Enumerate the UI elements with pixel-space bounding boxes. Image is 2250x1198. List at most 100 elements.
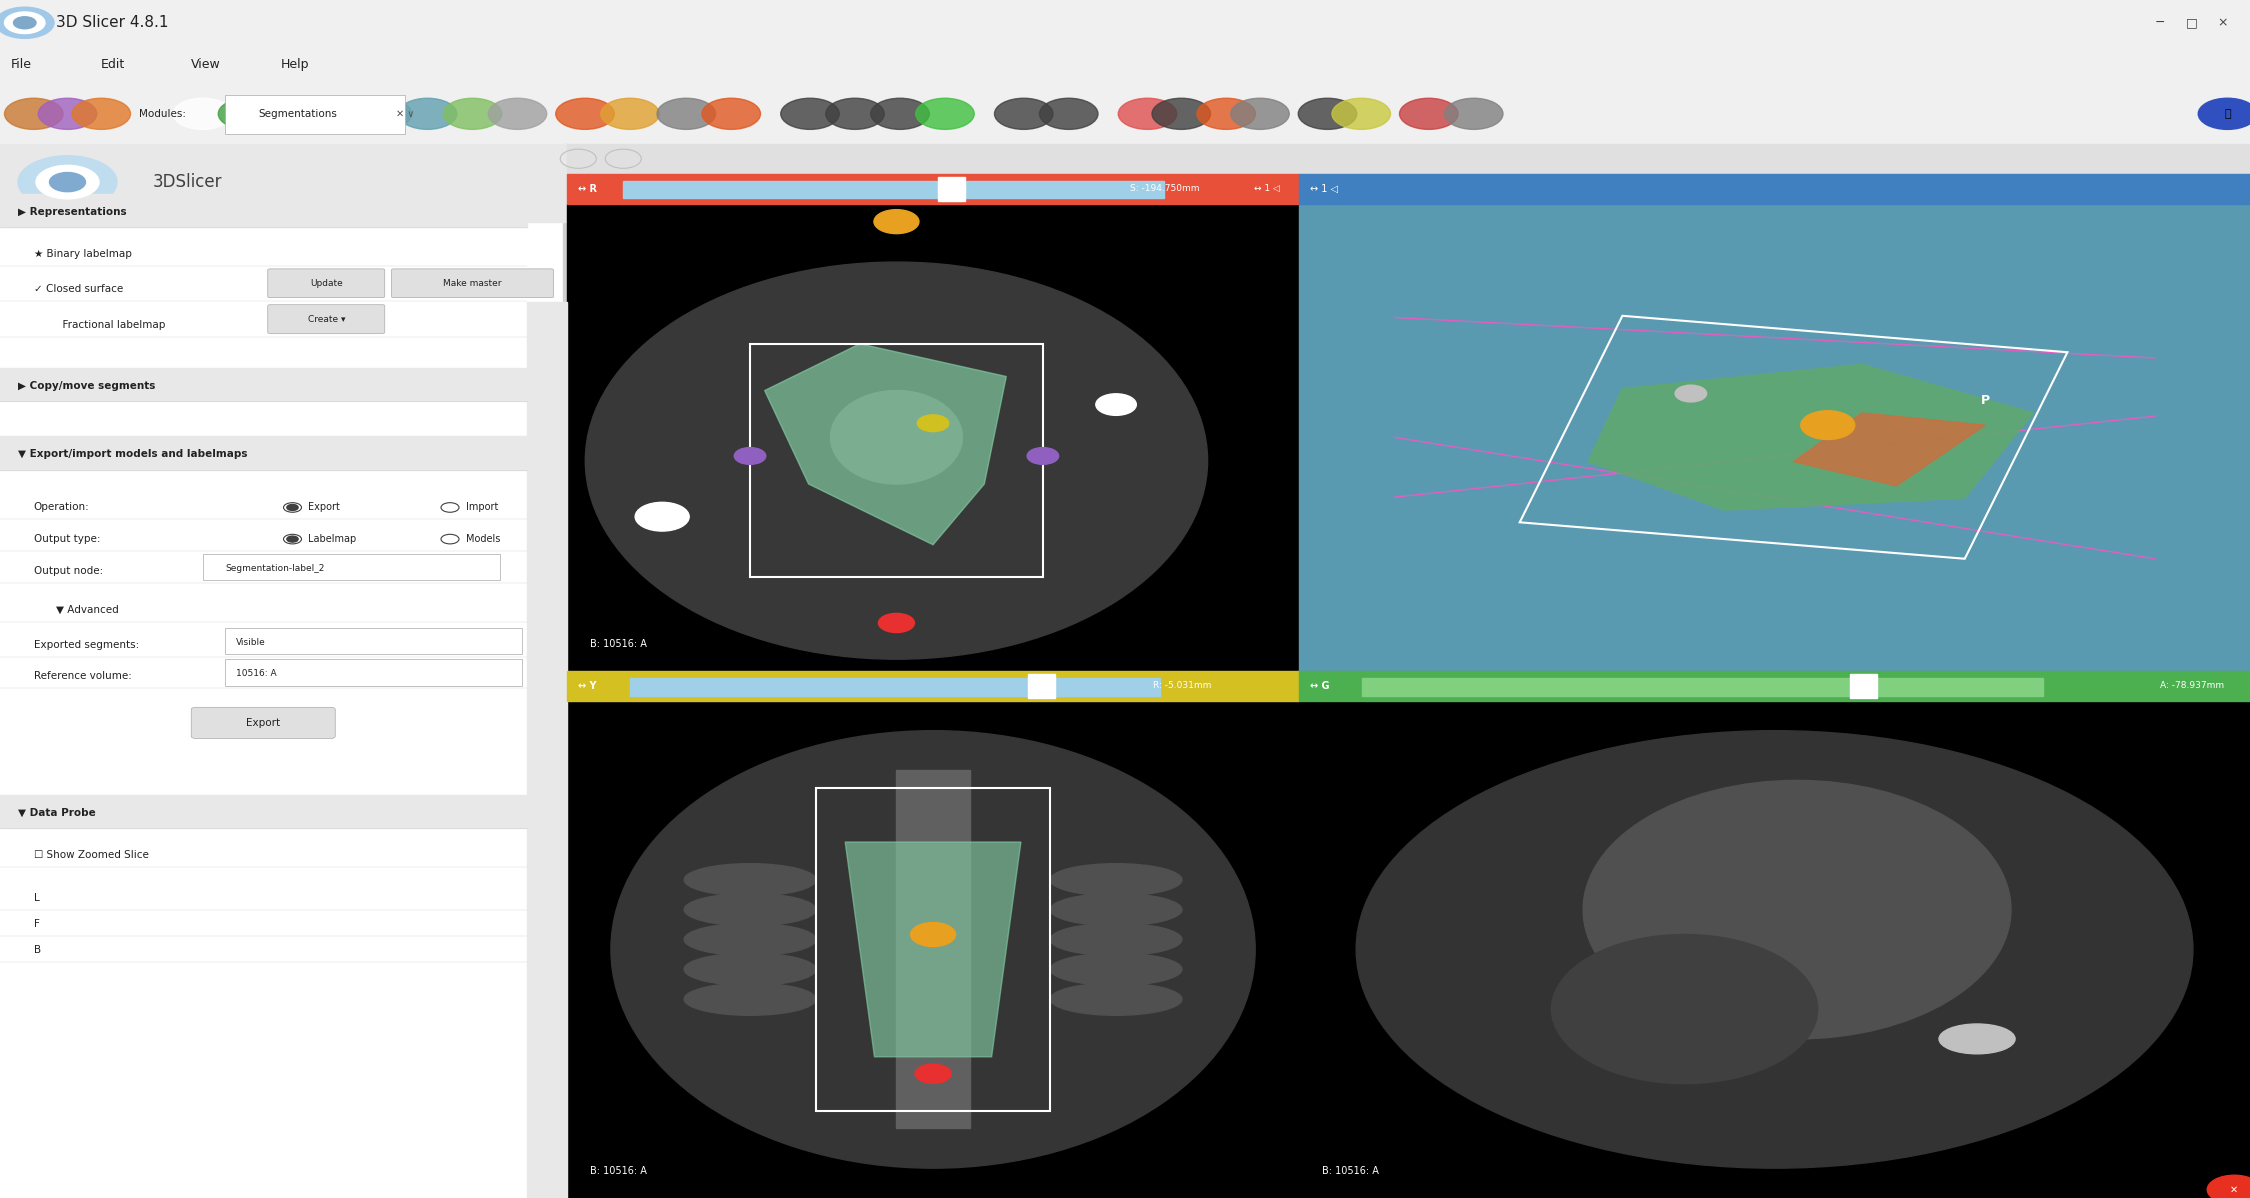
Text: ✕: ✕ — [2230, 1185, 2239, 1194]
Text: Update: Update — [310, 279, 342, 288]
Ellipse shape — [1051, 984, 1181, 1015]
Text: ★ Binary labelmap: ★ Binary labelmap — [34, 249, 130, 260]
Circle shape — [734, 448, 765, 465]
Bar — [749, 344, 1042, 577]
Text: B: B — [34, 945, 40, 955]
FancyBboxPatch shape — [191, 707, 335, 738]
Circle shape — [601, 98, 659, 129]
Text: ▶ Copy/move segments: ▶ Copy/move segments — [18, 381, 155, 391]
Bar — [567, 144, 2250, 174]
Circle shape — [488, 98, 547, 129]
Circle shape — [1197, 98, 1256, 129]
FancyBboxPatch shape — [268, 304, 385, 333]
Text: Labelmap: Labelmap — [308, 534, 356, 544]
Circle shape — [14, 17, 36, 29]
Text: Segmentations: Segmentations — [259, 109, 338, 119]
Circle shape — [873, 210, 918, 234]
Ellipse shape — [1051, 924, 1181, 956]
Bar — [896, 770, 970, 1129]
Circle shape — [1332, 98, 1390, 129]
Circle shape — [634, 502, 688, 531]
Circle shape — [1152, 98, 1210, 129]
Text: File: File — [11, 59, 32, 71]
Circle shape — [353, 98, 412, 129]
Circle shape — [657, 98, 716, 129]
Text: R: -5.031mm: R: -5.031mm — [1152, 682, 1210, 690]
Bar — [562, 144, 567, 1198]
Bar — [202, 553, 500, 580]
Circle shape — [878, 613, 914, 633]
Circle shape — [0, 7, 54, 38]
Text: 🐍: 🐍 — [2225, 109, 2230, 119]
Ellipse shape — [585, 262, 1208, 659]
Text: ↔ G: ↔ G — [1310, 680, 1330, 691]
Circle shape — [1400, 98, 1458, 129]
Bar — [0, 144, 567, 1198]
Text: Help: Help — [281, 59, 310, 71]
Circle shape — [916, 98, 974, 129]
Circle shape — [702, 98, 760, 129]
Circle shape — [1231, 98, 1289, 129]
Text: 3DSlicer: 3DSlicer — [153, 173, 223, 192]
Ellipse shape — [612, 731, 1256, 1168]
Text: Create ▾: Create ▾ — [308, 315, 344, 323]
Circle shape — [263, 98, 322, 129]
Circle shape — [36, 165, 99, 199]
Text: Make master: Make master — [443, 279, 502, 288]
Circle shape — [781, 98, 839, 129]
Circle shape — [1026, 448, 1058, 465]
Ellipse shape — [1584, 780, 2012, 1039]
Polygon shape — [1588, 364, 2034, 510]
Circle shape — [18, 156, 117, 208]
Polygon shape — [846, 842, 1022, 1057]
Text: ↔ 1 ◁: ↔ 1 ◁ — [1310, 183, 1339, 194]
Bar — [526, 302, 567, 1198]
Text: □: □ — [2185, 17, 2198, 29]
Text: ↔ Y: ↔ Y — [578, 680, 596, 691]
Text: B: 10516: A: B: 10516: A — [590, 639, 646, 649]
Text: Output type:: Output type: — [34, 534, 101, 544]
Text: Models: Models — [466, 534, 500, 544]
Circle shape — [2207, 1175, 2250, 1198]
Circle shape — [38, 98, 97, 129]
Text: B: 10516: A: B: 10516: A — [1321, 1166, 1379, 1176]
Bar — [938, 177, 965, 201]
Text: ▼ Data Probe: ▼ Data Probe — [18, 807, 97, 817]
Text: Fractional labelmap: Fractional labelmap — [56, 320, 166, 331]
Bar — [567, 174, 1298, 204]
Circle shape — [911, 922, 956, 946]
Text: S: -194.750mm: S: -194.750mm — [1130, 184, 1199, 193]
Bar — [0, 368, 526, 401]
Circle shape — [72, 98, 130, 129]
Text: L: L — [34, 893, 40, 902]
Text: ▶ Representations: ▶ Representations — [18, 206, 126, 217]
Bar — [0, 46, 2250, 84]
Circle shape — [1040, 98, 1098, 129]
Text: Edit: Edit — [101, 59, 126, 71]
Circle shape — [826, 98, 884, 129]
Text: ↔ 1 ◁: ↔ 1 ◁ — [1253, 184, 1280, 193]
Text: Segmentation-label_2: Segmentation-label_2 — [225, 564, 324, 573]
Text: ✓ Closed surface: ✓ Closed surface — [34, 284, 124, 295]
Text: ▼ Advanced: ▼ Advanced — [56, 605, 119, 615]
Text: 10516: A: 10516: A — [236, 670, 277, 678]
Bar — [630, 678, 1159, 696]
Circle shape — [218, 98, 277, 129]
Text: Output node:: Output node: — [34, 565, 104, 576]
Circle shape — [1096, 394, 1136, 416]
Bar — [1298, 204, 2250, 671]
Bar — [623, 181, 1163, 198]
Text: B: 10516: A: B: 10516: A — [590, 1166, 646, 1176]
Circle shape — [288, 537, 297, 543]
Circle shape — [1298, 98, 1357, 129]
Text: Export: Export — [245, 718, 281, 728]
Bar — [225, 95, 405, 134]
Ellipse shape — [1552, 934, 1818, 1084]
Ellipse shape — [684, 984, 817, 1015]
Ellipse shape — [1051, 894, 1181, 926]
Bar — [0, 794, 526, 828]
Circle shape — [288, 504, 297, 510]
Text: ▼ Export/import models and labelmaps: ▼ Export/import models and labelmaps — [18, 449, 248, 459]
Ellipse shape — [684, 894, 817, 926]
Text: Reference volume:: Reference volume: — [34, 671, 130, 682]
